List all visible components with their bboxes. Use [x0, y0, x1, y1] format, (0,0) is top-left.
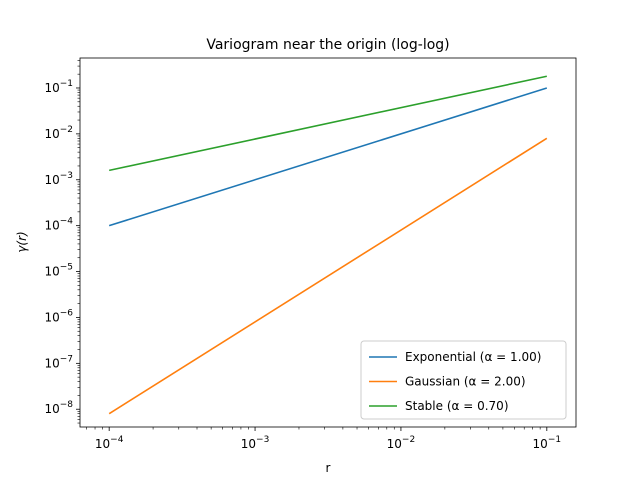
- legend-label-2: Stable (α = 0.70): [405, 399, 509, 413]
- legend-box: [360, 340, 567, 420]
- series-line-1: [108, 137, 548, 415]
- y-tick-label-5: 10−3: [44, 171, 73, 187]
- series-line-0: [108, 87, 548, 227]
- y-axis-label: γ(r): [15, 231, 29, 252]
- legend-label-0: Exponential (α = 1.00): [405, 350, 541, 364]
- x-tick-label-2: 10−2: [387, 435, 416, 451]
- x-tick-label-3: 10−1: [533, 435, 562, 451]
- chart-title: Variogram near the origin (log-log): [206, 37, 449, 53]
- y-tick-label-3: 10−5: [44, 263, 73, 279]
- y-tick-label-7: 10−1: [44, 79, 73, 95]
- y-tick-label-6: 10−2: [44, 125, 73, 141]
- x-axis-label: r: [326, 461, 331, 475]
- legend-label-1: Gaussian (α = 2.00): [405, 375, 526, 389]
- y-tick-label-0: 10−8: [44, 400, 73, 416]
- series-line-2: [109, 75, 547, 172]
- x-tick-label-0: 10−4: [95, 435, 124, 451]
- y-tick-label-2: 10−6: [44, 308, 73, 324]
- plot-area: 10−4 10−3 10−2 10−1 10−8 10−7 10−6 10−5 10−4 10−3…: [44, 57, 577, 451]
- x-tick-label-1: 10−3: [241, 435, 270, 451]
- y-tick-label-4: 10−4: [44, 217, 73, 233]
- axes-frame: [79, 57, 577, 428]
- y-tick-label-1: 10−7: [44, 354, 73, 370]
